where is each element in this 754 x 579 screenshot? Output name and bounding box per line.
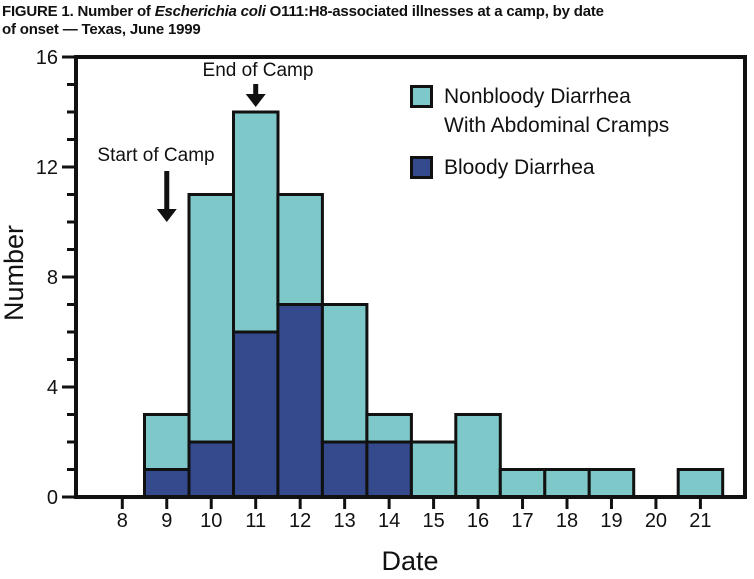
x-tick-label: 11 [245,510,266,532]
legend-item-bloody: Bloody Diarrhea [410,153,669,182]
x-tick-label: 18 [556,510,578,532]
legend-label-nonbloody: Nonbloody Diarrhea With Abdominal Cramps [444,82,669,140]
bar-segment-nonbloody-21 [676,468,725,499]
annotation-end-of-camp: End of Camp [202,60,314,81]
figure-caption: FIGURE 1. Number of Escherichia coli O11… [2,3,754,39]
x-tick-label: 16 [467,510,489,532]
legend-label-nonbloody-line2: With Abdominal Cramps [444,114,670,137]
x-tick-label: 9 [161,510,172,532]
y-tick-label: 0 [47,487,58,509]
x-tick-label: 14 [378,510,400,532]
bar-segment-bloody-11 [232,330,280,499]
y-tick-label: 4 [47,377,58,399]
caption-prefix: FIGURE 1. Number of [2,3,155,20]
x-tick-label: 13 [334,510,356,532]
caption-line-2: of onset — Texas, June 1999 [2,21,201,38]
arrow-head-0 [156,209,177,222]
bar-segment-nonbloody-15 [409,440,458,499]
x-tick-label: 15 [422,510,444,532]
y-axis-title: Number [0,224,29,322]
caption-rest: O111:H8-associated illnesses at a camp, … [265,3,604,20]
legend-label-bloody-line1: Bloody Diarrhea [444,156,595,179]
x-tick-label: 12 [289,510,311,532]
x-tick-label: 19 [600,510,622,532]
caption-organism-italic: Escherichia coli [154,3,266,20]
bar-segment-nonbloody-16 [454,413,502,499]
bar-segment-bloody-12 [276,303,324,499]
x-tick-label: 21 [689,510,711,532]
bar-segment-nonbloody-11 [232,110,280,334]
bar-segment-bloody-13 [320,440,369,499]
bar-segment-nonbloody-13 [320,303,369,444]
x-tick-label: 8 [117,510,128,532]
bar-segment-nonbloody-9 [143,413,191,471]
x-tick-label: 17 [511,510,533,532]
legend-label-nonbloody-line1: Nonbloody Diarrhea [444,85,631,108]
y-tick-label: 16 [36,47,58,69]
plot-frame [74,55,747,499]
bar-segment-nonbloody-18 [543,468,591,499]
legend-swatch-bloody [410,156,433,179]
bar-segment-nonbloody-12 [276,193,324,306]
y-tick-label: 12 [36,157,58,179]
bar-segment-nonbloody-14 [365,413,413,444]
bar-segment-nonbloody-17 [498,468,547,499]
bar-segment-nonbloody-10 [187,193,235,444]
y-tick-label: 8 [47,267,58,289]
legend: Nonbloody Diarrhea With Abdominal Cramps… [410,82,669,182]
legend-item-nonbloody: Nonbloody Diarrhea With Abdominal Cramps [410,82,669,140]
bar-segment-bloody-10 [187,440,235,499]
arrow-head-1 [245,94,266,107]
caption-line-1: FIGURE 1. Number of Escherichia coli O11… [2,3,754,21]
legend-swatch-nonbloody [410,85,433,108]
bar-segment-bloody-14 [365,440,413,499]
annotation-start-of-camp: Start of Camp [97,145,215,166]
bar-segment-bloody-9 [143,468,191,499]
x-axis-title: Date [381,546,439,576]
x-tick-label: 20 [645,510,667,532]
x-tick-label: 10 [200,510,222,532]
legend-label-bloody: Bloody Diarrhea [444,153,595,182]
bar-segment-nonbloody-19 [587,468,636,499]
